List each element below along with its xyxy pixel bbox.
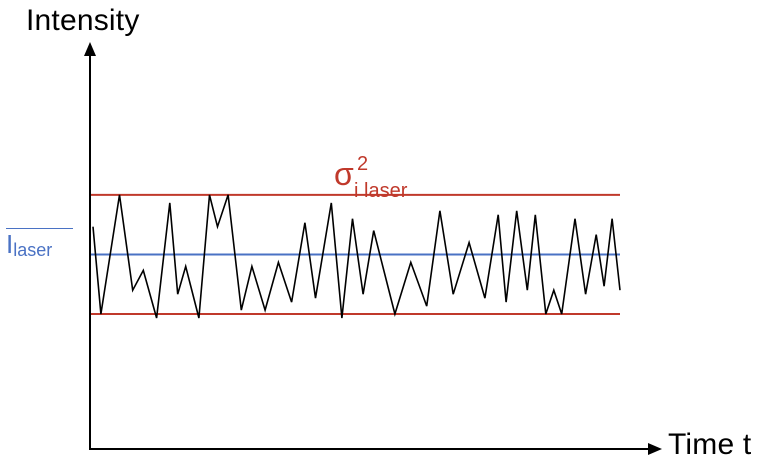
signal-line [92, 194, 621, 319]
x-axis-label: Time t [668, 428, 752, 461]
variance-symbol: σ [334, 156, 354, 192]
y-axis-label: Intensity [26, 4, 140, 37]
x-axis-arrowhead [648, 443, 662, 455]
y-axis-arrowhead [84, 42, 96, 56]
mean-subscript: laser [13, 240, 53, 260]
variance-subscript: i laser [354, 180, 408, 202]
mean-symbol: I [6, 229, 14, 259]
variance-label: σ 2 i laser [334, 154, 407, 201]
mean-label: Ilaser [6, 228, 73, 260]
variance-superscript: 2 [357, 153, 369, 175]
